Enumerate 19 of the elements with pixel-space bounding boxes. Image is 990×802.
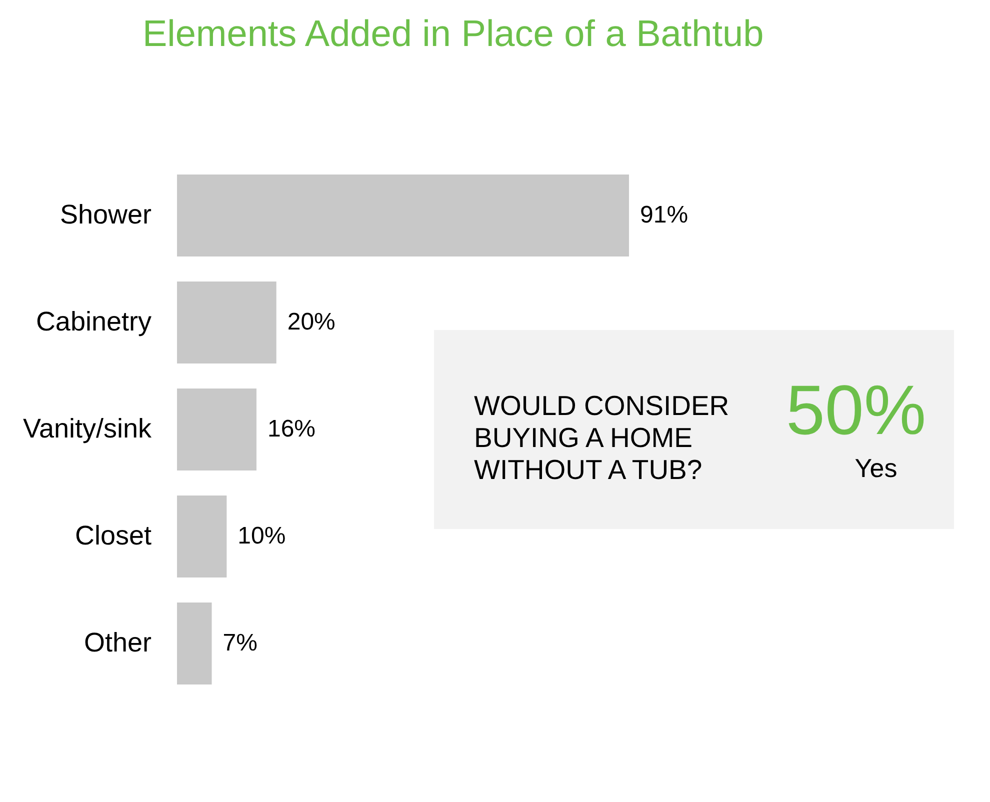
y-tick-label: Closet — [74, 520, 152, 550]
y-tick-label: Shower — [60, 200, 152, 230]
data-label: 91% — [640, 202, 688, 228]
y-tick-label: Vanity/sink — [22, 414, 152, 444]
data-label: 7% — [222, 630, 258, 656]
annotation: WOULD CONSIDER BUYING A HOME WITHOUT A TUB? — [474, 390, 730, 485]
bar — [177, 388, 256, 470]
bar — [177, 602, 212, 684]
data-label: 20% — [287, 308, 336, 336]
y-tick-label: Other — [84, 628, 152, 658]
data-label: 10% — [238, 522, 286, 550]
text: Yes — [854, 453, 898, 483]
bar — [177, 496, 227, 578]
y-tick-label: Cabinetry — [36, 306, 152, 336]
text: 50% — [786, 371, 926, 449]
bar — [177, 174, 629, 256]
bar — [177, 282, 276, 364]
chart-title: Elements Added in Place of a Bathtub — [142, 13, 764, 54]
data-label: 16% — [267, 416, 316, 442]
